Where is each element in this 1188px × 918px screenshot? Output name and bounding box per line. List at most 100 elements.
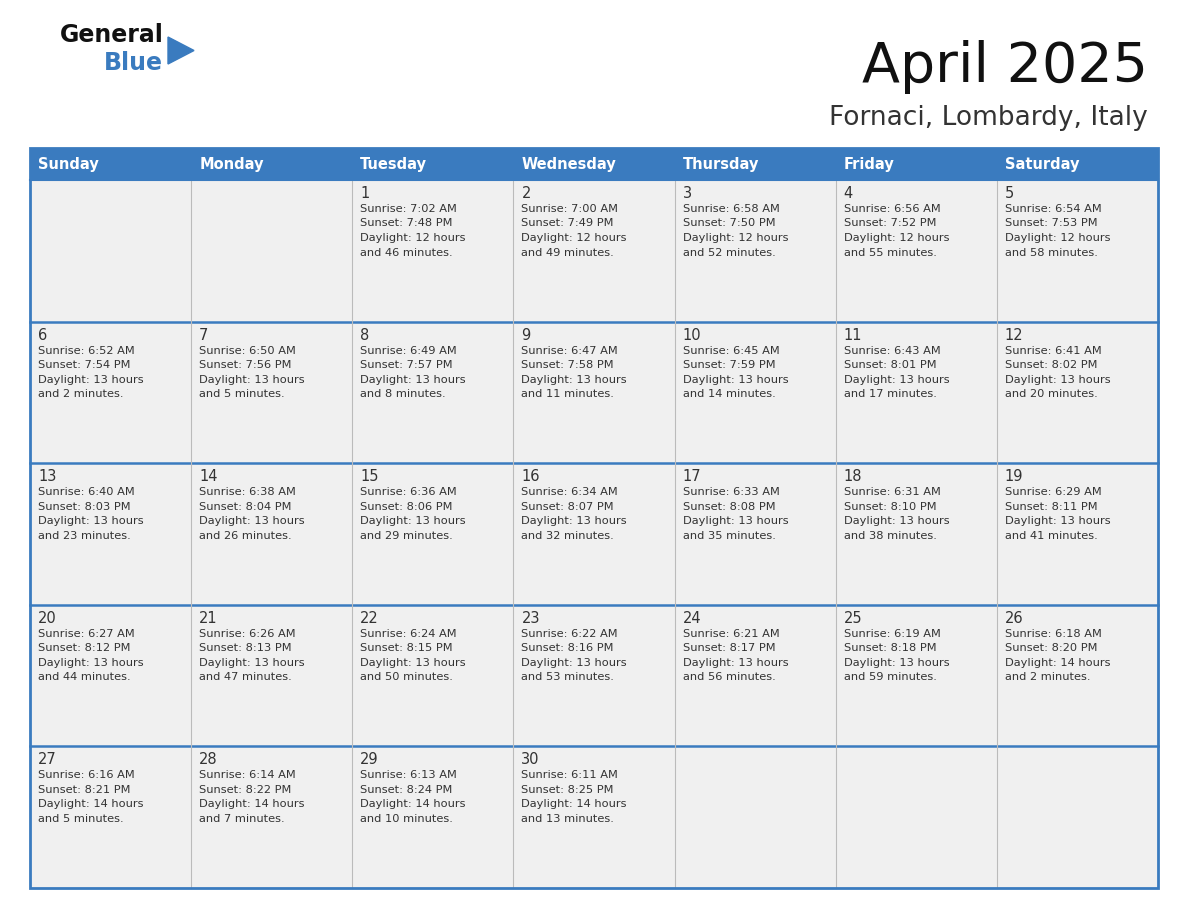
Text: and 38 minutes.: and 38 minutes. (843, 531, 936, 541)
Text: Sunset: 8:01 PM: Sunset: 8:01 PM (843, 360, 936, 370)
Text: Sunrise: 6:36 AM: Sunrise: 6:36 AM (360, 487, 457, 498)
Text: Thursday: Thursday (683, 156, 759, 172)
Text: 22: 22 (360, 610, 379, 626)
Text: 29: 29 (360, 753, 379, 767)
Text: Sunrise: 6:56 AM: Sunrise: 6:56 AM (843, 204, 941, 214)
Text: and 17 minutes.: and 17 minutes. (843, 389, 936, 399)
Text: Sunrise: 6:19 AM: Sunrise: 6:19 AM (843, 629, 941, 639)
Text: and 20 minutes.: and 20 minutes. (1005, 389, 1098, 399)
Text: Sunrise: 6:18 AM: Sunrise: 6:18 AM (1005, 629, 1101, 639)
Bar (30, 148, 1158, 180)
Text: Sunrise: 6:40 AM: Sunrise: 6:40 AM (38, 487, 134, 498)
Text: and 14 minutes.: and 14 minutes. (683, 389, 776, 399)
Text: General: General (61, 23, 164, 47)
Bar (30, 180, 1158, 321)
Text: and 26 minutes.: and 26 minutes. (200, 531, 292, 541)
Text: Sunrise: 7:00 AM: Sunrise: 7:00 AM (522, 204, 619, 214)
Text: Sunset: 7:56 PM: Sunset: 7:56 PM (200, 360, 291, 370)
Text: Sunset: 7:52 PM: Sunset: 7:52 PM (843, 218, 936, 229)
Text: Sunrise: 7:02 AM: Sunrise: 7:02 AM (360, 204, 457, 214)
Text: Sunrise: 6:45 AM: Sunrise: 6:45 AM (683, 345, 779, 355)
Text: Sunset: 7:49 PM: Sunset: 7:49 PM (522, 218, 614, 229)
Text: Friday: Friday (843, 156, 895, 172)
Text: 14: 14 (200, 469, 217, 484)
Text: 18: 18 (843, 469, 862, 484)
Text: Sunset: 8:03 PM: Sunset: 8:03 PM (38, 502, 131, 511)
Text: Daylight: 13 hours: Daylight: 13 hours (843, 658, 949, 667)
Text: Daylight: 12 hours: Daylight: 12 hours (683, 233, 788, 243)
Text: Sunset: 8:04 PM: Sunset: 8:04 PM (200, 502, 291, 511)
Text: 24: 24 (683, 610, 701, 626)
Text: Wednesday: Wednesday (522, 156, 617, 172)
Text: Sunset: 7:57 PM: Sunset: 7:57 PM (360, 360, 453, 370)
Text: 17: 17 (683, 469, 701, 484)
Text: Sunrise: 6:41 AM: Sunrise: 6:41 AM (1005, 345, 1101, 355)
Text: 25: 25 (843, 610, 862, 626)
Text: 27: 27 (38, 753, 57, 767)
Text: Sunset: 7:53 PM: Sunset: 7:53 PM (1005, 218, 1098, 229)
Text: Monday: Monday (200, 156, 264, 172)
Polygon shape (168, 37, 194, 64)
Text: Daylight: 13 hours: Daylight: 13 hours (843, 375, 949, 385)
Text: Sunset: 8:25 PM: Sunset: 8:25 PM (522, 785, 614, 795)
Text: and 5 minutes.: and 5 minutes. (38, 814, 124, 823)
Text: Sunrise: 6:47 AM: Sunrise: 6:47 AM (522, 345, 618, 355)
Text: 1: 1 (360, 186, 369, 201)
Text: Sunset: 8:15 PM: Sunset: 8:15 PM (360, 644, 453, 654)
Text: Daylight: 14 hours: Daylight: 14 hours (38, 800, 144, 810)
Text: Sunrise: 6:24 AM: Sunrise: 6:24 AM (360, 629, 457, 639)
Text: 2: 2 (522, 186, 531, 201)
Text: Daylight: 13 hours: Daylight: 13 hours (522, 516, 627, 526)
Text: and 29 minutes.: and 29 minutes. (360, 531, 453, 541)
Bar (30, 746, 1158, 888)
Text: and 10 minutes.: and 10 minutes. (360, 814, 453, 823)
Text: Sunset: 8:10 PM: Sunset: 8:10 PM (843, 502, 936, 511)
Text: 21: 21 (200, 610, 217, 626)
Text: and 2 minutes.: and 2 minutes. (1005, 672, 1091, 682)
Text: Sunset: 8:20 PM: Sunset: 8:20 PM (1005, 644, 1098, 654)
Text: and 23 minutes.: and 23 minutes. (38, 531, 131, 541)
Text: Sunset: 8:13 PM: Sunset: 8:13 PM (200, 644, 292, 654)
Text: Sunrise: 6:27 AM: Sunrise: 6:27 AM (38, 629, 134, 639)
Text: Sunset: 7:54 PM: Sunset: 7:54 PM (38, 360, 131, 370)
Text: Sunrise: 6:21 AM: Sunrise: 6:21 AM (683, 629, 779, 639)
Text: Sunset: 8:08 PM: Sunset: 8:08 PM (683, 502, 776, 511)
Text: Daylight: 14 hours: Daylight: 14 hours (200, 800, 304, 810)
Text: Daylight: 13 hours: Daylight: 13 hours (200, 375, 305, 385)
Text: 7: 7 (200, 328, 209, 342)
Bar (30, 605, 1158, 746)
Text: and 2 minutes.: and 2 minutes. (38, 389, 124, 399)
Text: Daylight: 12 hours: Daylight: 12 hours (360, 233, 466, 243)
Text: Sunrise: 6:54 AM: Sunrise: 6:54 AM (1005, 204, 1101, 214)
Text: 9: 9 (522, 328, 531, 342)
Text: and 32 minutes.: and 32 minutes. (522, 531, 614, 541)
Text: Daylight: 13 hours: Daylight: 13 hours (360, 516, 466, 526)
Text: 3: 3 (683, 186, 691, 201)
Text: Daylight: 13 hours: Daylight: 13 hours (38, 658, 144, 667)
Text: and 8 minutes.: and 8 minutes. (360, 389, 446, 399)
Text: 11: 11 (843, 328, 862, 342)
Text: 23: 23 (522, 610, 539, 626)
Text: Daylight: 13 hours: Daylight: 13 hours (522, 375, 627, 385)
Text: Sunset: 8:02 PM: Sunset: 8:02 PM (1005, 360, 1098, 370)
Text: Daylight: 13 hours: Daylight: 13 hours (1005, 375, 1111, 385)
Text: Sunset: 8:21 PM: Sunset: 8:21 PM (38, 785, 131, 795)
Text: 8: 8 (360, 328, 369, 342)
Text: Daylight: 13 hours: Daylight: 13 hours (683, 658, 788, 667)
Text: 26: 26 (1005, 610, 1024, 626)
Text: Daylight: 12 hours: Daylight: 12 hours (1005, 233, 1111, 243)
Text: Daylight: 13 hours: Daylight: 13 hours (200, 516, 305, 526)
Text: Tuesday: Tuesday (360, 156, 428, 172)
Text: 28: 28 (200, 753, 217, 767)
Text: Sunrise: 6:14 AM: Sunrise: 6:14 AM (200, 770, 296, 780)
Text: Daylight: 13 hours: Daylight: 13 hours (683, 375, 788, 385)
Text: Sunrise: 6:58 AM: Sunrise: 6:58 AM (683, 204, 779, 214)
Text: Sunday: Sunday (38, 156, 99, 172)
Text: 19: 19 (1005, 469, 1023, 484)
Text: 4: 4 (843, 186, 853, 201)
Text: Sunset: 8:24 PM: Sunset: 8:24 PM (360, 785, 453, 795)
Text: Sunset: 7:58 PM: Sunset: 7:58 PM (522, 360, 614, 370)
Text: Daylight: 13 hours: Daylight: 13 hours (843, 516, 949, 526)
Text: Sunset: 8:22 PM: Sunset: 8:22 PM (200, 785, 291, 795)
Text: Daylight: 13 hours: Daylight: 13 hours (683, 516, 788, 526)
